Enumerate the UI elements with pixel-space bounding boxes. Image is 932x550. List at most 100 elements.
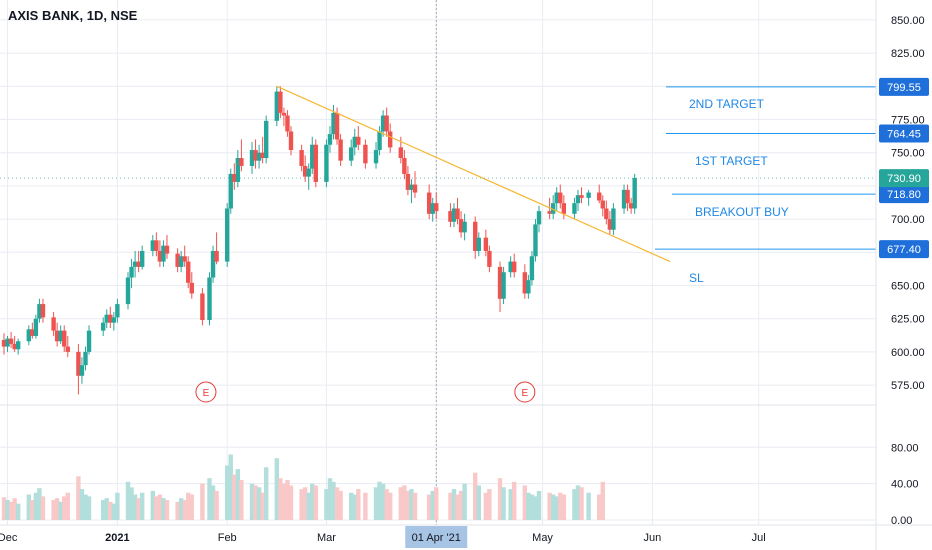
volume-bar xyxy=(164,500,170,520)
volume-bar xyxy=(302,487,308,520)
volume-bar xyxy=(111,503,117,520)
candle-body xyxy=(281,112,287,116)
candle-body xyxy=(263,120,269,159)
candle-body xyxy=(607,219,613,230)
volume-bar xyxy=(239,480,244,520)
volume-bar xyxy=(189,494,194,520)
price-label-bg xyxy=(879,124,929,143)
volume-bar xyxy=(398,487,404,520)
volume-bar xyxy=(132,494,138,520)
volume-bar xyxy=(473,472,478,520)
volume-bar xyxy=(40,496,46,520)
candle-body xyxy=(363,144,368,164)
volume-bar xyxy=(210,485,216,520)
candle-body xyxy=(15,341,21,350)
trendline[interactable] xyxy=(276,85,671,263)
volume-bar xyxy=(476,485,481,520)
candle-body xyxy=(402,158,407,174)
price-tick-label: 600.00 xyxy=(891,347,925,359)
level-annotation: BREAKOUT BUY xyxy=(695,205,789,219)
candle-body xyxy=(451,208,457,222)
last-price-label: 730.90 xyxy=(887,173,921,185)
level-price-label: 718.80 xyxy=(887,189,921,201)
volume-bar xyxy=(310,483,315,520)
volume-bar xyxy=(249,483,255,520)
candle-body xyxy=(108,314,113,323)
candle-body xyxy=(349,147,354,161)
candle-body xyxy=(313,144,318,182)
candle-body xyxy=(497,266,503,299)
volume-tick-label: 0.00 xyxy=(891,515,912,527)
candle-body xyxy=(536,211,542,225)
candle-body xyxy=(586,192,591,198)
volume-bar xyxy=(79,489,85,520)
price-axis[interactable]: 850.00825.00800.00775.00750.00725.00700.… xyxy=(879,15,929,527)
candle-body xyxy=(8,338,14,344)
candle-body xyxy=(260,152,265,159)
volume-bar xyxy=(547,492,552,520)
volume-bar xyxy=(26,494,32,520)
candle-body xyxy=(62,330,67,347)
candle-body xyxy=(86,330,92,352)
volume-bar xyxy=(225,465,230,520)
candle-body xyxy=(33,318,39,336)
level-annotation: 2ND TARGET xyxy=(689,97,765,111)
candle-body xyxy=(164,245,170,254)
candle-body xyxy=(139,250,145,267)
volume-bar xyxy=(33,492,39,520)
candle-body xyxy=(387,131,393,148)
volume-bar xyxy=(331,481,336,520)
candle-body xyxy=(621,189,627,209)
volume-bar xyxy=(380,483,386,520)
candle-body xyxy=(398,147,404,159)
candle-body xyxy=(547,211,552,214)
candle-body xyxy=(136,261,141,267)
time-tick-label: Feb xyxy=(218,532,237,544)
candle-body xyxy=(189,282,194,294)
candle-body xyxy=(579,195,584,198)
candle-body xyxy=(473,221,478,251)
volume-bar xyxy=(338,490,343,520)
volume-bar xyxy=(161,498,166,520)
candle-body xyxy=(434,203,439,212)
candle-body xyxy=(154,240,159,251)
time-axis[interactable]: Dec 2021 Feb Mar May Jun Jul 01 Apr '21 xyxy=(0,526,766,548)
candle-body xyxy=(455,208,460,220)
volume-bar xyxy=(550,494,556,520)
candle-body xyxy=(256,152,262,161)
candle-body xyxy=(508,261,513,273)
candle-body xyxy=(26,329,32,342)
volume-bar xyxy=(101,500,106,520)
volume-bar xyxy=(487,489,492,520)
candle-body xyxy=(310,144,315,169)
volume-bar xyxy=(200,483,205,520)
volume-bar xyxy=(363,492,368,520)
candle-body xyxy=(111,317,117,323)
volume-bar xyxy=(554,496,559,520)
candle-body xyxy=(150,240,156,251)
candle-body xyxy=(458,219,464,233)
chart-title: AXIS BANK, 1D, NSE xyxy=(8,8,138,23)
candle-body xyxy=(235,158,241,182)
volume-bar xyxy=(150,490,156,520)
time-tick-label: Mar xyxy=(317,532,336,544)
volume-bar xyxy=(306,492,311,520)
candle-body xyxy=(405,173,411,190)
candle-body xyxy=(157,250,163,262)
time-tick-label: 2021 xyxy=(105,532,129,544)
volume-bar xyxy=(214,490,219,520)
candle-body xyxy=(278,91,283,113)
level-price-label: 764.45 xyxy=(887,129,921,141)
volume-bar xyxy=(579,487,584,520)
earnings-marker-label: E xyxy=(522,388,529,399)
volume-bar xyxy=(175,501,180,520)
candle-body xyxy=(232,173,237,182)
volume-bars xyxy=(1,454,605,520)
candle-body xyxy=(501,272,506,299)
price-label-bg xyxy=(879,240,929,259)
volume-bar xyxy=(12,498,17,520)
volume-bar xyxy=(561,494,567,520)
volume-bar xyxy=(136,498,141,520)
volume-bar xyxy=(86,496,92,520)
